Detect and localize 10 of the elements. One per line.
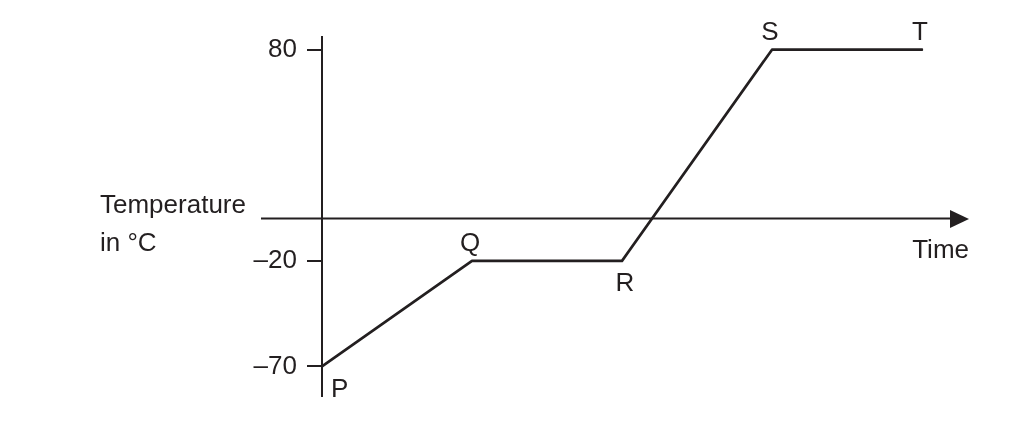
data-label: Q: [459, 227, 481, 258]
data-label: S: [761, 15, 779, 46]
data-label: R: [615, 267, 635, 298]
y-tick-label: –20: [253, 244, 297, 275]
data-label: P: [331, 372, 349, 403]
y-tick-label: 80: [268, 32, 297, 63]
y-axis-title: Temperature in °C: [100, 188, 246, 257]
y-tick-label: –70: [253, 349, 297, 380]
x-axis-title: Time: [912, 233, 969, 264]
data-label: T: [912, 15, 929, 46]
